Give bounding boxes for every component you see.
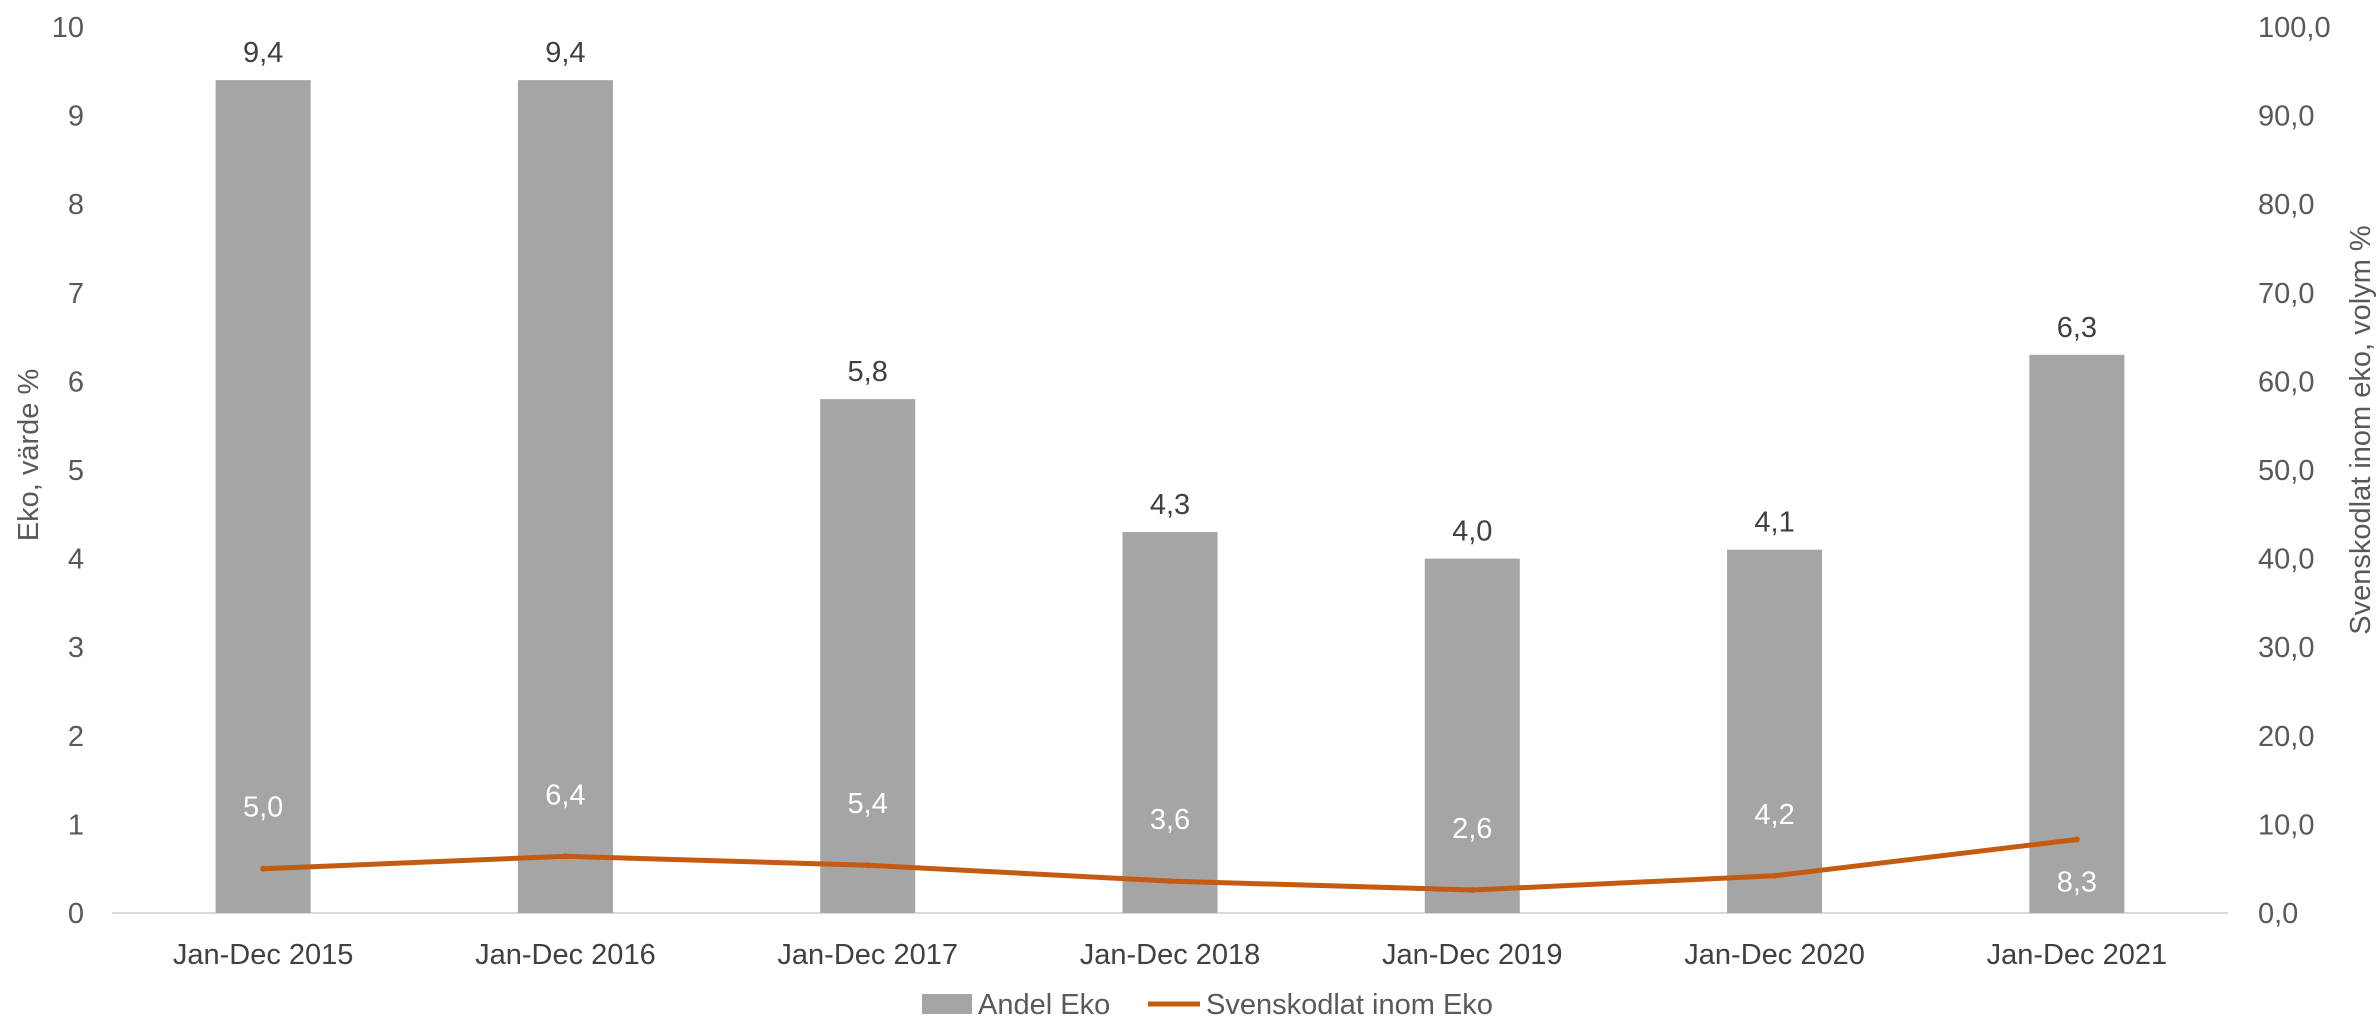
bar-andel-eko [1424,558,1520,913]
bar-andel-eko [1122,532,1218,913]
bar-andel-eko [2029,354,2125,913]
right-axis-title: Svenskodlat inom eko, volym % [2345,225,2377,634]
right-tick-label: 10,0 [2258,809,2314,841]
legend: Andel Eko Svenskodlat inom Eko [922,989,1493,1021]
line-data-label: 3,6 [1150,804,1190,836]
line-point [1771,872,1778,879]
line-point [260,865,267,872]
left-tick-label: 4 [68,544,84,576]
left-axis-ticks: 0 1 2 3 4 5 6 7 8 9 10 [52,12,84,930]
x-tick-label: Jan-Dec 2021 [1987,939,2168,971]
right-tick-label: 40,0 [2258,544,2314,576]
x-axis-ticks: Jan-Dec 2015 Jan-Dec 2016 Jan-Dec 2017 Jan-… [173,939,2167,971]
left-tick-label: 7 [68,278,84,310]
left-tick-label: 0 [68,898,84,930]
right-tick-label: 20,0 [2258,721,2314,753]
line-data-label: 8,3 [2057,866,2097,898]
bar-data-label: 4,0 [1452,516,1492,548]
left-tick-label: 10 [52,12,84,44]
line-points [260,836,2080,893]
left-tick-label: 5 [68,455,84,487]
legend-label-svenskodlat: Svenskodlat inom Eko [1206,989,1493,1018]
right-tick-label: 100,0 [2258,12,2331,44]
right-tick-label: 70,0 [2258,278,2314,310]
line-data-label: 6,4 [545,779,585,811]
left-tick-label: 3 [68,632,84,664]
x-tick-label: Jan-Dec 2020 [1684,939,1865,971]
left-tick-label: 8 [68,189,84,221]
right-tick-label: 90,0 [2258,101,2314,133]
line-data-label: 2,6 [1452,813,1492,845]
left-tick-label: 2 [68,721,84,753]
legend-label-andel-eko: Andel Eko [978,989,1110,1018]
left-tick-label: 1 [68,809,84,841]
x-tick-label: Jan-Dec 2018 [1080,939,1261,971]
bar-data-labels: 9,4 9,4 5,8 4,3 4,0 4,1 6,3 [243,37,2097,547]
x-tick-label: Jan-Dec 2017 [777,939,958,971]
line-data-label: 5,4 [848,788,888,820]
bar-andel-eko [1727,549,1823,913]
line-data-labels: 5,0 6,4 5,4 3,6 2,6 4,2 8,3 [243,779,2097,898]
line-data-label: 4,2 [1754,799,1794,831]
right-tick-label: 30,0 [2258,632,2314,664]
bar-data-label: 4,1 [1754,507,1794,539]
line-point [864,862,871,869]
x-tick-label: Jan-Dec 2016 [475,939,656,971]
x-tick-label: Jan-Dec 2015 [173,939,354,971]
line-point [2073,836,2080,843]
left-axis-title: Eko, värde % [13,369,45,541]
bars [215,80,2125,913]
right-tick-label: 0,0 [2258,898,2298,930]
bar-data-label: 6,3 [2057,312,2097,344]
bar-data-label: 9,4 [545,37,585,69]
left-tick-label: 6 [68,366,84,398]
bar-andel-eko [820,399,916,913]
left-tick-label: 9 [68,101,84,133]
right-tick-label: 80,0 [2258,189,2314,221]
bar-data-label: 9,4 [243,37,283,69]
right-tick-label: 50,0 [2258,455,2314,487]
legend-swatch-andel-eko [922,994,972,1014]
right-axis-ticks: 0,0 10,0 20,0 30,0 40,0 50,0 60,0 70,0 80,0 90,0 1… [2258,12,2331,930]
bar-data-label: 4,3 [1150,489,1190,521]
bar-andel-eko [517,80,613,913]
bar-data-label: 5,8 [848,356,888,388]
right-tick-label: 60,0 [2258,366,2314,398]
line-point [1469,886,1476,893]
bar-andel-eko [215,80,311,913]
line-point [562,853,569,860]
line-data-label: 5,0 [243,792,283,824]
line-point [1167,878,1173,885]
x-tick-label: Jan-Dec 2019 [1382,939,1563,971]
